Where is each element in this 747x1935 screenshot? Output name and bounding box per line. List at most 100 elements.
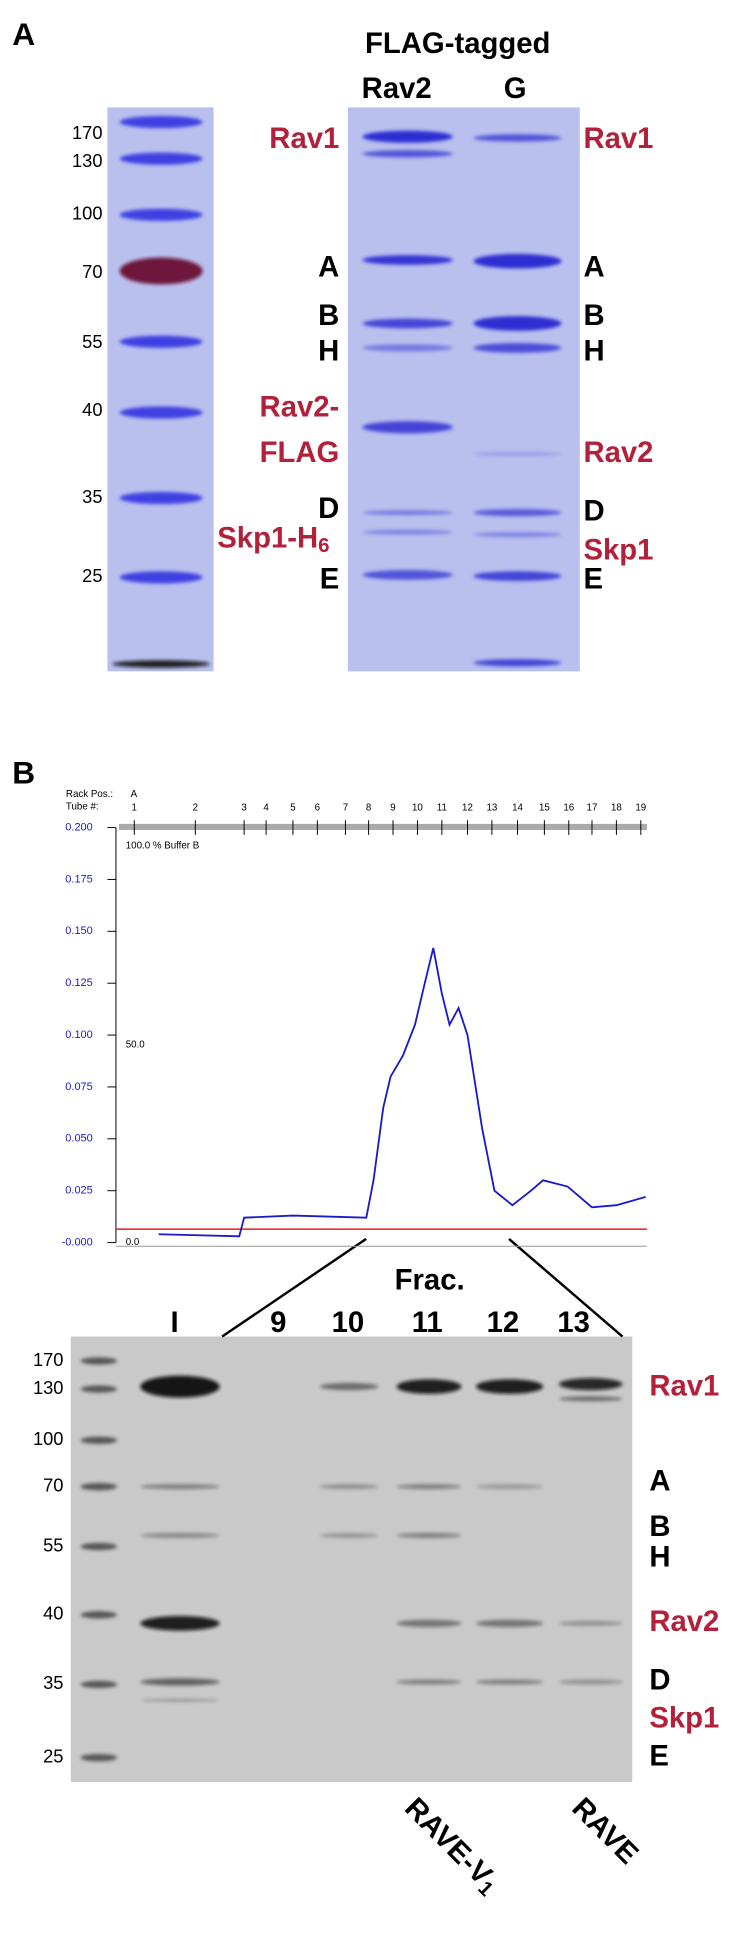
right-label: Rav1 [583, 122, 653, 155]
left-label: Skp1-H6 [217, 521, 329, 557]
band [80, 1611, 118, 1619]
band [319, 1382, 379, 1391]
right-label: H [649, 1540, 670, 1573]
right-label: Skp1 [583, 533, 653, 566]
right-label: E [649, 1739, 669, 1772]
band [140, 1375, 220, 1398]
right-label: D [583, 494, 604, 527]
band [119, 115, 203, 129]
x-tick-label: 9 [390, 803, 395, 814]
right-label: H [583, 334, 604, 367]
marker-label: 40 [43, 1603, 63, 1624]
gel-header: Frac. [395, 1263, 465, 1296]
right-label: Rav1 [649, 1370, 719, 1403]
marker-label: 25 [43, 1745, 63, 1766]
lane-label: G [504, 72, 527, 105]
rack-bar [119, 823, 647, 831]
x-tick-label: 15 [539, 803, 550, 814]
band [473, 659, 562, 667]
band [473, 316, 562, 331]
x-tick-label: 18 [611, 803, 622, 814]
band [473, 253, 562, 269]
band [559, 1378, 623, 1391]
y-tick-label: 0.025 [65, 1185, 92, 1197]
marker-label: 170 [33, 1349, 64, 1370]
x-tick-label: 14 [512, 803, 523, 814]
right-label: B [583, 299, 604, 332]
x-tick-label: 2 [193, 803, 198, 814]
band [362, 570, 453, 580]
lane-label: 10 [332, 1306, 365, 1339]
band [473, 342, 562, 353]
gradient-label: 0.0 [126, 1237, 140, 1248]
bottom-label-text: RAVE-V [398, 1791, 498, 1891]
gel-a [347, 107, 580, 672]
y-tick-label: -0.000 [62, 1236, 93, 1248]
band [119, 208, 203, 221]
bottom-label-text: RAVE [566, 1791, 645, 1870]
band [362, 529, 453, 535]
lane-label: I [170, 1306, 178, 1339]
panel-label: A [12, 16, 35, 52]
x-tick-label: 8 [366, 803, 371, 814]
right-label: D [649, 1664, 670, 1697]
band [362, 344, 453, 352]
x-tick-label: 6 [315, 803, 320, 814]
band [396, 1533, 462, 1538]
band [119, 406, 203, 419]
lane-label: 13 [557, 1306, 590, 1339]
right-label: A [649, 1465, 670, 1498]
right-label: Rav2 [649, 1605, 719, 1638]
marker-label: 35 [82, 486, 102, 507]
band [140, 1616, 220, 1631]
band [119, 257, 203, 285]
marker-label: 35 [43, 1672, 63, 1693]
x-tick-label: 12 [462, 803, 473, 814]
panel-label: B [12, 754, 35, 790]
y-tick-label: 0.100 [65, 1029, 92, 1041]
x-tick-label: 13 [486, 803, 497, 814]
gradient-label: 50.0 [126, 1039, 146, 1050]
x-tick-label: 10 [412, 803, 423, 814]
band [396, 1379, 462, 1394]
x-tick-label: 16 [563, 803, 574, 814]
x-tick-label: 11 [437, 803, 447, 814]
x-tick-label: 17 [587, 803, 598, 814]
marker-label: 70 [43, 1475, 63, 1496]
band [473, 571, 562, 582]
band [559, 1396, 623, 1402]
rack-pos: A [131, 789, 138, 800]
left-label: A [318, 250, 339, 283]
right-label: E [583, 563, 603, 596]
marker-label: 170 [72, 122, 103, 143]
left-label: H [318, 334, 339, 367]
y-tick-label: 0.075 [65, 1081, 92, 1093]
gradient-label: 100.0 % Buffer B [126, 840, 200, 851]
header: FLAG-tagged [365, 27, 550, 60]
trace [158, 947, 646, 1238]
left-label-text: Skp1-H [217, 521, 318, 554]
left-label-subscript: 6 [318, 534, 329, 557]
band [473, 134, 562, 142]
y-tick-label: 0.200 [65, 821, 92, 833]
band [119, 152, 203, 165]
lane-label: 12 [487, 1306, 520, 1339]
lane-label: 11 [412, 1306, 443, 1339]
band [476, 1679, 544, 1685]
x-tick-label: 1 [132, 803, 137, 814]
x-tick-label: 3 [241, 803, 246, 814]
left-label: E [320, 563, 340, 596]
left-label: Rav2- [260, 391, 340, 424]
connector [221, 1237, 367, 1338]
band [119, 571, 203, 584]
left-label: D [318, 492, 339, 525]
band [362, 510, 453, 516]
marker-label: 40 [82, 399, 102, 420]
left-label: Rav1 [269, 122, 339, 155]
y-tick-label: 0.050 [65, 1133, 92, 1145]
lane-label: Rav2 [362, 72, 432, 105]
band [140, 1484, 220, 1490]
band [396, 1484, 462, 1490]
left-label: FLAG [260, 436, 340, 469]
